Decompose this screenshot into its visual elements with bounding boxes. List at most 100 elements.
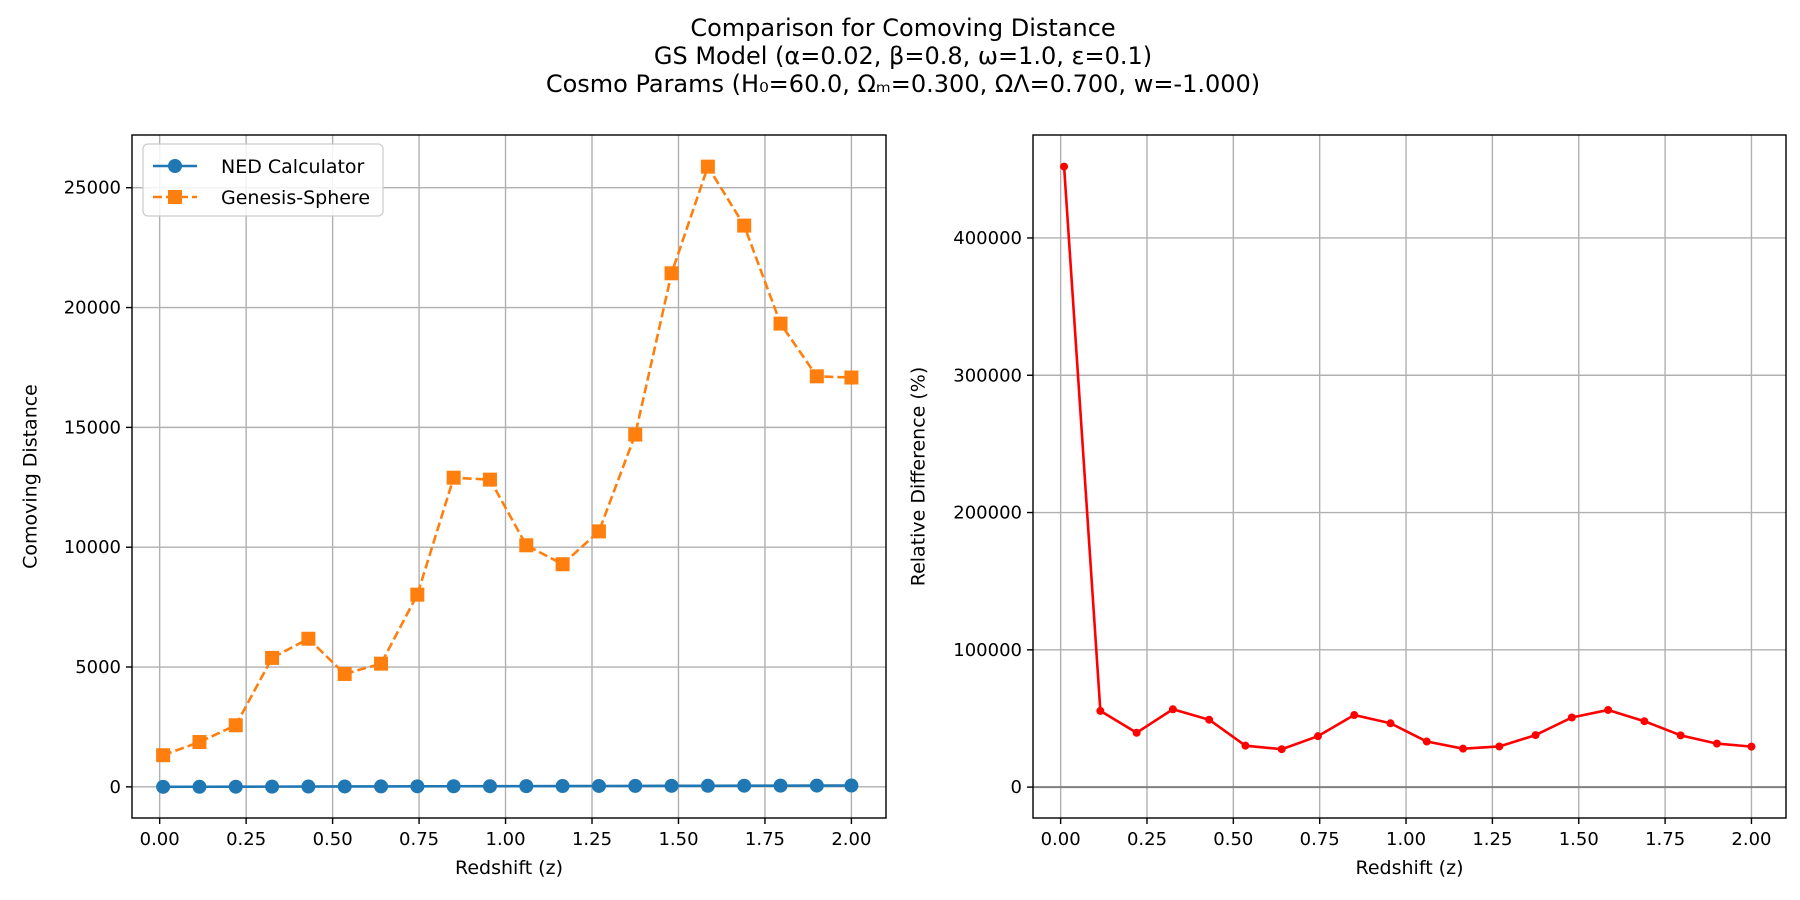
- left-x-tick-label: 2.00: [831, 829, 871, 850]
- data-point-marker: [1712, 739, 1721, 748]
- left-x-tick-label: 1.25: [572, 829, 612, 850]
- data-point-marker: [700, 159, 715, 174]
- data-point-marker: [1386, 719, 1395, 728]
- data-point-marker: [844, 370, 859, 385]
- left-series-ned-calculator: [156, 778, 859, 794]
- data-point-marker: [809, 778, 824, 793]
- data-point-marker: [374, 656, 389, 671]
- right-axes-frame: [1032, 134, 1787, 819]
- right-series-line: [1062, 166, 1752, 751]
- left-x-tick-label: 1.50: [658, 829, 698, 850]
- data-point-marker: [301, 779, 316, 794]
- data-point-marker: [156, 779, 171, 794]
- data-point-marker: [809, 369, 824, 384]
- right-plot-relative-difference: 0.00 0.25 0.50 0.75 1.00 1.25 1.50 1.75 2.00 0 100…: [908, 134, 1787, 879]
- right-y-tick-label: 300000: [953, 365, 1022, 386]
- data-point-marker: [1205, 715, 1214, 724]
- data-point-marker: [664, 266, 679, 281]
- left-x-tick-label: 0.25: [226, 829, 266, 850]
- figure-title: Comparison for Comoving Distance GS Mode…: [546, 14, 1260, 98]
- data-point-marker: [337, 666, 352, 681]
- data-point-marker: [1350, 711, 1359, 720]
- right-x-tick-label: 0.50: [1213, 829, 1253, 850]
- right-series-relative-difference: [1060, 162, 1756, 754]
- data-point-marker: [374, 779, 389, 794]
- data-point-marker: [265, 650, 280, 665]
- left-x-tick-label: 1.75: [745, 829, 785, 850]
- left-x-tick-label: 0.50: [313, 829, 353, 850]
- left-grid: [132, 135, 886, 818]
- data-point-marker: [301, 631, 316, 646]
- left-x-tick-label: 1.00: [486, 829, 526, 850]
- data-point-marker: [265, 779, 280, 794]
- left-y-tick-label: 15000: [64, 417, 121, 438]
- data-point-marker: [192, 779, 207, 794]
- right-y-tick-label: 0: [1011, 777, 1022, 798]
- right-x-axis-label: Redshift (z): [1356, 857, 1464, 879]
- data-point-marker: [1676, 731, 1685, 740]
- left-y-axis-label: Comoving Distance: [20, 384, 42, 569]
- legend-marker: [168, 159, 182, 173]
- data-point-marker: [192, 735, 207, 750]
- left-y-tick-label: 20000: [64, 298, 121, 319]
- data-point-marker: [773, 778, 788, 793]
- data-point-marker: [1640, 717, 1649, 726]
- left-y-tick-label: 25000: [64, 178, 121, 199]
- data-point-marker: [519, 538, 534, 553]
- data-point-marker: [446, 779, 461, 794]
- data-point-marker: [228, 718, 243, 733]
- right-x-tick-label: 1.50: [1559, 829, 1599, 850]
- figure-title-line-3: Cosmo Params (H₀=60.0, Ωₘ=0.300, ΩΛ=0.70…: [546, 70, 1260, 98]
- data-point-marker: [1459, 744, 1468, 753]
- data-point-marker: [482, 472, 497, 487]
- data-point-marker: [1096, 706, 1105, 715]
- data-point-marker: [1495, 742, 1504, 751]
- data-point-marker: [1747, 742, 1756, 751]
- data-point-marker: [1313, 732, 1322, 741]
- right-x-tick-label: 2.00: [1731, 829, 1771, 850]
- left-plot-comoving-distance: 0.00 0.25 0.50 0.75 1.00 1.25 1.50 1.75 2.00 0 500…: [20, 134, 887, 879]
- left-legend: NED Calculator Genesis-Sphere: [142, 143, 384, 217]
- left-y-tick-label: 0: [110, 777, 121, 798]
- right-x-tick-label: 1.00: [1386, 829, 1426, 850]
- data-point-marker: [410, 587, 425, 602]
- data-point-marker: [1277, 745, 1286, 754]
- data-point-marker: [628, 427, 643, 442]
- data-point-marker: [1241, 741, 1250, 750]
- data-point-marker: [1060, 162, 1069, 171]
- left-x-axis-label: Redshift (z): [455, 857, 563, 879]
- right-x-tick-label: 1.25: [1472, 829, 1512, 850]
- data-point-marker: [156, 748, 171, 763]
- data-point-marker: [737, 218, 752, 233]
- left-legend-box: [142, 143, 384, 217]
- data-point-marker: [1531, 731, 1540, 740]
- data-point-marker: [1168, 705, 1177, 714]
- right-y-tick-label: 400000: [953, 228, 1022, 249]
- data-point-marker: [664, 778, 679, 793]
- data-point-marker: [700, 778, 715, 793]
- data-point-marker: [773, 316, 788, 331]
- data-point-marker: [519, 779, 534, 794]
- left-x-tick-label: 0.75: [399, 829, 439, 850]
- data-point-marker: [591, 524, 606, 539]
- data-point-marker: [737, 778, 752, 793]
- figure-title-line-1: Comparison for Comoving Distance: [690, 14, 1115, 42]
- data-point-marker: [591, 778, 606, 793]
- data-point-marker: [628, 778, 643, 793]
- data-point-marker: [1422, 737, 1431, 746]
- data-point-marker: [555, 779, 570, 794]
- right-y-tick-label: 200000: [953, 503, 1022, 524]
- right-grid: [1033, 135, 1786, 818]
- data-point-marker: [1567, 713, 1576, 722]
- data-point-marker: [1604, 705, 1613, 714]
- right-y-axis-label: Relative Difference (%): [908, 367, 930, 587]
- left-series-genesis-sphere: [156, 159, 859, 763]
- data-point-marker: [337, 779, 352, 794]
- right-x-tick-label: 0.75: [1300, 829, 1340, 850]
- data-point-marker: [446, 470, 461, 485]
- legend-label: NED Calculator: [221, 156, 365, 178]
- data-point-marker: [1132, 728, 1141, 737]
- legend-marker: [168, 190, 182, 204]
- legend-label: Genesis-Sphere: [221, 187, 370, 209]
